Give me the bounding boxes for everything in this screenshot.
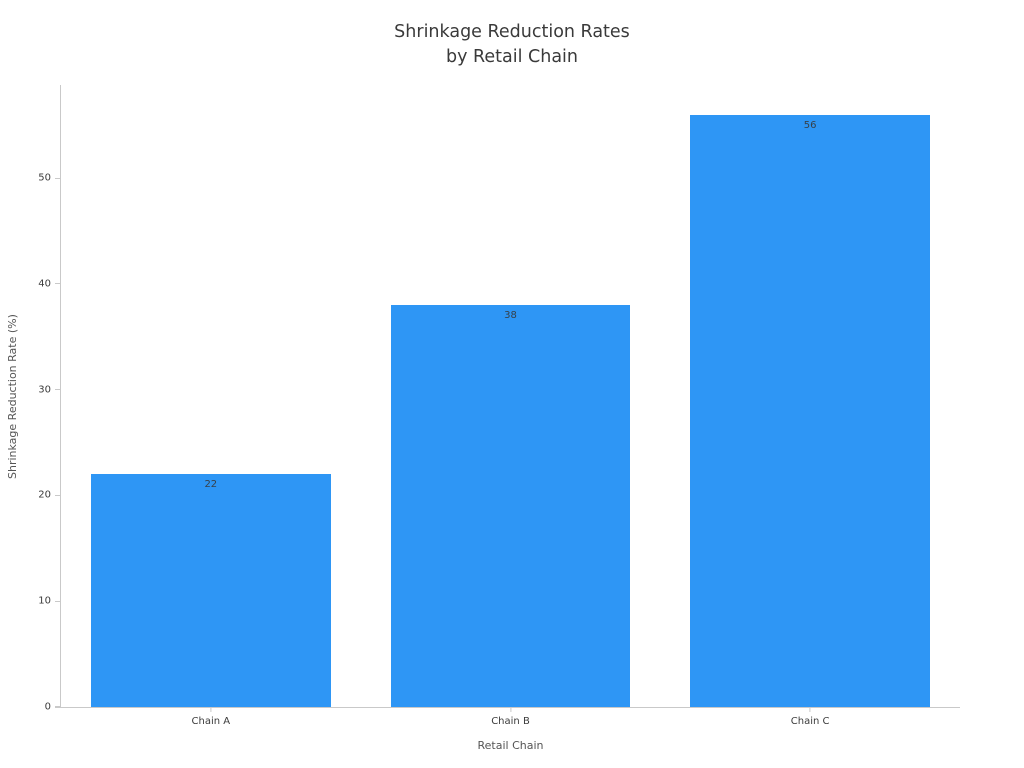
- y-tick-mark: [55, 600, 60, 602]
- y-tick-mark: [55, 283, 60, 285]
- x-tick-label: Chain B: [491, 716, 530, 727]
- bar-chain-b: 38: [390, 305, 631, 707]
- y-tick-label: 30: [38, 384, 51, 396]
- chart-title-line2: by Retail Chain: [445, 47, 579, 68]
- x-axis-label: Retail Chain: [477, 739, 544, 752]
- x-tick-mark: [809, 707, 811, 712]
- y-tick-mark: [55, 389, 60, 391]
- y-tick-mark: [55, 706, 60, 708]
- chart-title-line1: Shrinkage Reduction Rates: [394, 22, 630, 42]
- x-tick-mark: [509, 707, 512, 712]
- y-tick-label: 20: [38, 489, 51, 501]
- x-tick-label: Chain C: [790, 716, 830, 727]
- bar-chain-c: 56: [690, 114, 931, 707]
- y-axis-label: Shrinkage Reduction Rate (%): [6, 314, 19, 479]
- y-tick-label: 50: [38, 172, 51, 184]
- y-tick-mark: [55, 177, 60, 179]
- y-tick-label: 0: [44, 701, 51, 713]
- bar-value-label: 56: [803, 119, 817, 131]
- y-tick-label: 10: [38, 595, 51, 607]
- x-tick-label: Chain A: [191, 716, 231, 727]
- plot-area: Retail Chain 0 10 20 30 40 50 22 Chain A 38 Chain…: [38, 85, 960, 752]
- x-tick-mark: [210, 707, 212, 712]
- bar-value-label: 22: [204, 479, 218, 491]
- y-tick-mark: [55, 494, 60, 497]
- bar-value-label: 38: [504, 310, 517, 322]
- bar-chain-a: 22: [90, 474, 331, 707]
- chart-title: Shrinkage Reduction Rates by Retail Chai…: [0, 20, 1024, 71]
- y-tick-label: 40: [38, 278, 51, 290]
